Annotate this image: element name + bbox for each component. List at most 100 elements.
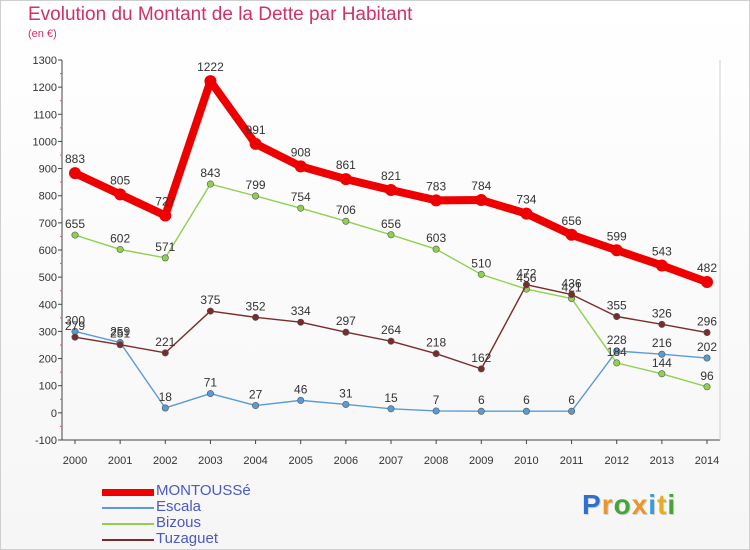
data-label: 375 [200, 293, 220, 307]
data-point [568, 407, 576, 415]
data-label: 656 [562, 214, 582, 228]
data-label: 279 [65, 319, 85, 333]
data-label: 296 [697, 315, 717, 329]
data-point [658, 320, 666, 328]
logo-letter: i [667, 489, 677, 520]
data-point [520, 207, 533, 220]
x-tick-label: 2004 [243, 455, 267, 467]
data-label: 355 [607, 299, 627, 313]
data-label: 571 [155, 240, 175, 254]
legend-swatch [102, 507, 154, 509]
y-tick-label: 200 [39, 354, 57, 366]
legend-label: Tuzaguet [156, 530, 218, 547]
data-point [475, 194, 488, 207]
data-point [432, 350, 440, 358]
data-label: 799 [246, 178, 266, 192]
data-point [342, 328, 350, 336]
logo-letter: i [648, 489, 658, 520]
logo-letter: o [613, 489, 632, 520]
data-point [613, 359, 621, 367]
data-point [613, 312, 621, 320]
data-point [252, 192, 260, 200]
data-point [430, 194, 443, 207]
data-label: 843 [200, 166, 220, 180]
data-label: 472 [516, 267, 536, 281]
x-tick-label: 2006 [334, 455, 358, 467]
data-label: 7 [433, 393, 440, 407]
data-label: 326 [652, 306, 672, 320]
x-tick-label: 2009 [469, 455, 493, 467]
data-point [477, 270, 485, 278]
y-tick-label: 700 [39, 218, 57, 230]
data-point [432, 407, 440, 415]
data-point [387, 337, 395, 345]
data-point [339, 173, 352, 186]
y-tick-label: 400 [39, 299, 57, 311]
x-tick-label: 2000 [63, 455, 87, 467]
data-point [71, 333, 79, 341]
data-point [297, 396, 305, 404]
data-label: 543 [652, 244, 672, 258]
legend-label: MONTOUSSé [156, 482, 251, 499]
data-point [249, 137, 262, 150]
data-label: 861 [336, 158, 356, 172]
y-tick-label: 300 [39, 326, 57, 338]
data-point [703, 383, 711, 391]
data-label: 15 [384, 391, 398, 405]
data-label: 6 [568, 393, 575, 407]
data-label: 300 [65, 313, 85, 327]
data-point [565, 228, 578, 241]
data-label: 71 [204, 376, 218, 390]
x-tick-label: 2005 [288, 455, 312, 467]
y-tick-label: 600 [39, 245, 57, 257]
y-tick-label: 900 [39, 164, 57, 176]
x-tick-label: 2010 [514, 455, 538, 467]
data-point [613, 347, 621, 355]
data-label: 991 [246, 123, 266, 137]
data-label: 184 [607, 345, 627, 359]
data-label: 221 [155, 335, 175, 349]
data-label: 599 [607, 229, 627, 243]
x-tick-label: 2012 [604, 455, 628, 467]
y-tick-label: 1200 [33, 82, 57, 94]
data-label: 734 [516, 193, 536, 207]
data-label: 727 [155, 195, 175, 209]
data-point [477, 407, 485, 415]
data-label: 46 [294, 382, 308, 396]
data-label: 144 [652, 356, 672, 370]
legend-label: Escala [156, 498, 202, 515]
legend-label: Bizous [156, 514, 202, 531]
data-point [159, 209, 172, 222]
data-label: 436 [562, 277, 582, 291]
data-label: 6 [523, 393, 530, 407]
data-label: 482 [697, 261, 717, 275]
data-point [522, 407, 530, 415]
data-point [610, 244, 623, 257]
data-label: 264 [381, 323, 401, 337]
data-label: 352 [246, 299, 266, 313]
chart-title: Evolution du Montant de la Dette par Hab… [28, 4, 413, 25]
data-label: 421 [562, 281, 582, 295]
data-point [116, 341, 124, 349]
y-tick-label: 1000 [33, 136, 57, 148]
proxiti-logo: Proxiti [582, 489, 676, 521]
data-point [252, 402, 260, 410]
legend-swatch [102, 489, 154, 496]
data-point [252, 313, 260, 321]
data-label: 805 [110, 173, 130, 187]
x-tick-label: 2001 [108, 455, 132, 467]
y-tick-label: -100 [35, 435, 57, 447]
data-point [655, 259, 668, 272]
data-label: 228 [607, 333, 627, 347]
data-point [387, 405, 395, 413]
data-point [703, 354, 711, 362]
y-tick-label: 100 [39, 381, 57, 393]
data-point [297, 204, 305, 212]
data-point [206, 180, 214, 188]
x-tick-label: 2003 [198, 455, 222, 467]
data-point [522, 281, 530, 289]
data-point [658, 370, 666, 378]
data-label: 656 [381, 217, 401, 231]
x-tick-label: 2008 [424, 455, 448, 467]
